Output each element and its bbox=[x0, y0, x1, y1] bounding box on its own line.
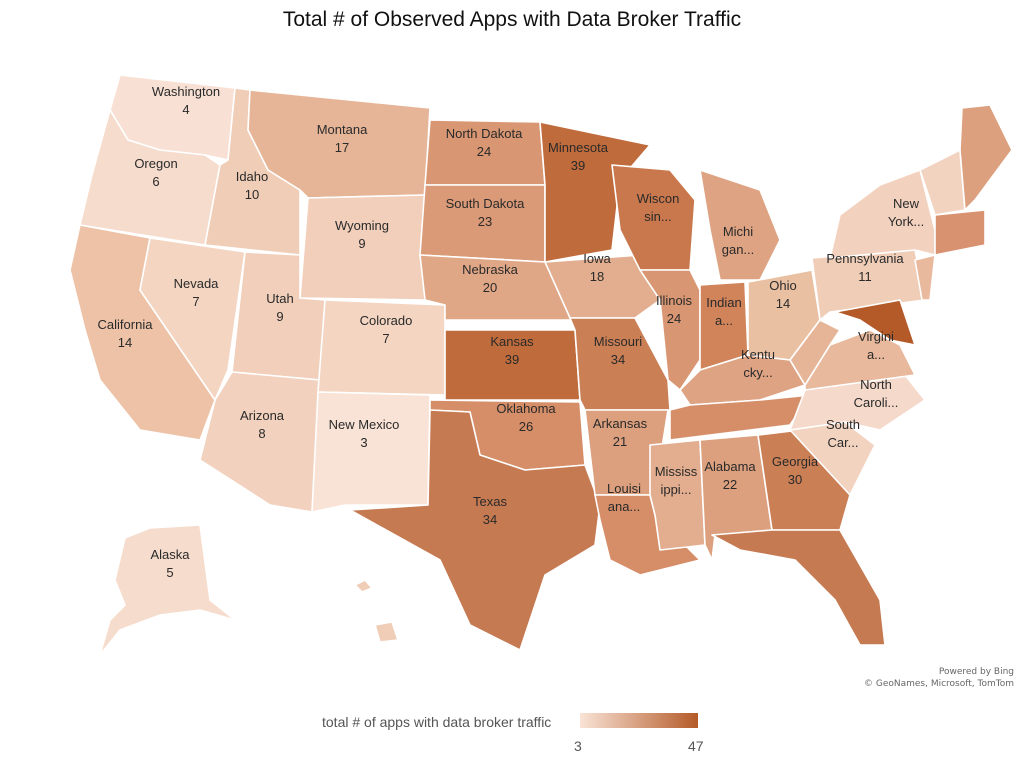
state-label-MI: Michi gan... bbox=[722, 224, 755, 257]
state-MD[interactable] bbox=[834, 299, 916, 346]
state-label-CA: California 14 bbox=[98, 317, 154, 350]
state-labels: Washington 4 Oregon 6 California 14 Idaho 10 Nev… bbox=[98, 84, 925, 580]
state-label-KY: Kentu cky... bbox=[741, 347, 775, 380]
state-label-ID: Idaho 10 bbox=[236, 169, 269, 202]
state-label-OH: Ohio 14 bbox=[769, 278, 796, 311]
state-label-WY: Wyoming 9 bbox=[335, 218, 389, 251]
state-label-NE: Nebraska 20 bbox=[462, 262, 518, 295]
state-label-ND: North Dakota 24 bbox=[446, 126, 523, 159]
state-label-SC: South Car... bbox=[826, 417, 860, 450]
state-NV[interactable] bbox=[139, 237, 246, 401]
state-label-MO: Missouri 34 bbox=[594, 334, 643, 367]
state-IA[interactable] bbox=[544, 254, 661, 319]
state-label-MT: Montana 17 bbox=[317, 122, 368, 155]
legend-min-value: 3 bbox=[574, 738, 582, 754]
state-label-CO: Colorado 7 bbox=[360, 313, 413, 346]
state-label-WI: Wiscon sin... bbox=[637, 191, 680, 224]
state-label-NM: New Mexico 3 bbox=[329, 417, 400, 450]
state-label-IL: Illinois 24 bbox=[656, 293, 693, 326]
state-label-MS: Mississ ippi... bbox=[655, 464, 698, 497]
state-label-KS: Kansas 39 bbox=[490, 334, 534, 367]
state-ME[interactable] bbox=[959, 104, 1013, 211]
credit-sources: © GeoNames, Microsoft, TomTom bbox=[863, 679, 1014, 689]
state-NM[interactable] bbox=[311, 391, 431, 513]
state-label-NY: New York... bbox=[888, 196, 924, 229]
map-credits: Powered by Bing © GeoNames, Microsoft, T… bbox=[864, 666, 1014, 690]
state-HI[interactable] bbox=[354, 579, 399, 643]
state-label-WA: Washington 4 bbox=[152, 84, 220, 117]
state-label-GA: Georgia 30 bbox=[772, 454, 819, 487]
state-label-LA: Louisi ana... bbox=[607, 481, 641, 514]
state-label-MN: Minnesota 39 bbox=[548, 140, 609, 173]
state-label-AK: Alaska 5 bbox=[150, 547, 190, 580]
state-label-IA: Iowa 18 bbox=[583, 251, 611, 284]
credit-powered-by: Powered by Bing bbox=[938, 667, 1014, 677]
legend-max-value: 47 bbox=[688, 738, 704, 754]
state-FL[interactable] bbox=[711, 529, 886, 646]
state-label-UT: Utah 9 bbox=[266, 291, 293, 324]
state-label-IN: Indian a... bbox=[706, 295, 741, 328]
state-MN[interactable] bbox=[539, 121, 651, 263]
state-WV[interactable] bbox=[789, 319, 841, 386]
state-label-OK: Oklahoma 26 bbox=[496, 401, 556, 434]
legend-color-ramp bbox=[580, 713, 698, 728]
map-title: Total # of Observed Apps with Data Broke… bbox=[282, 8, 742, 31]
state-AK[interactable] bbox=[99, 524, 236, 656]
state-NE-small[interactable] bbox=[934, 209, 986, 256]
legend-title: total # of apps with data broker traffic bbox=[322, 714, 552, 730]
state-label-AZ: Arizona 8 bbox=[240, 408, 285, 441]
state-label-PA: Pennsylvania 11 bbox=[826, 251, 904, 284]
state-label-OR: Oregon 6 bbox=[134, 156, 177, 189]
state-label-AL: Alabama 22 bbox=[704, 459, 756, 492]
state-label-SD: South Dakota 23 bbox=[446, 196, 526, 229]
state-label-TX: Texas 34 bbox=[473, 494, 507, 527]
state-label-VA: Virgini a... bbox=[858, 329, 894, 362]
state-TX[interactable] bbox=[349, 409, 601, 651]
state-label-NV: Nevada 7 bbox=[174, 276, 220, 309]
state-IL[interactable] bbox=[639, 269, 701, 391]
state-label-AR: Arkansas 21 bbox=[593, 416, 648, 449]
state-label-NC: North Caroli... bbox=[854, 377, 899, 410]
state-NJ[interactable] bbox=[914, 254, 936, 301]
